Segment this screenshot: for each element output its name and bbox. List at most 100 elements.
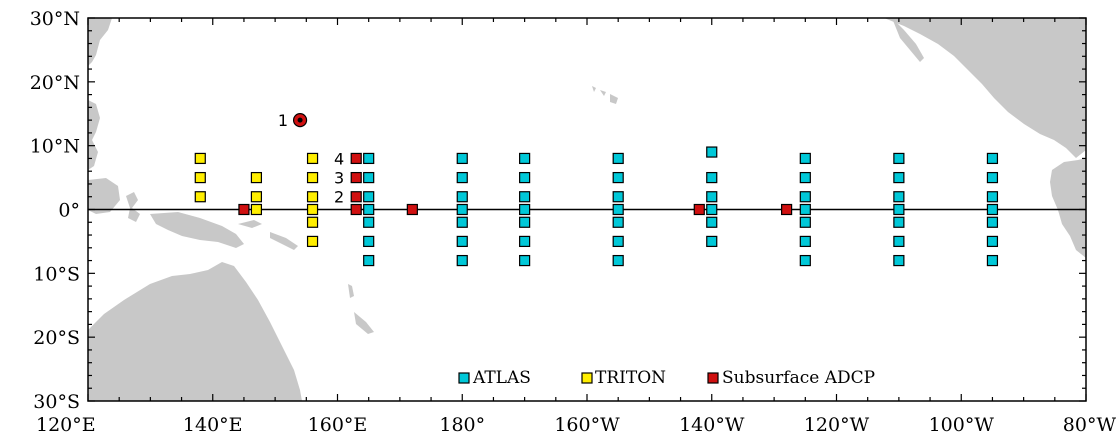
atlas-marker	[519, 171, 531, 184]
latitude-label: 30°N	[30, 8, 80, 30]
site-1-marker-center	[297, 117, 303, 123]
site-number-2: 2	[334, 188, 344, 207]
atlas-marker	[519, 191, 531, 203]
atlas-marker	[893, 235, 905, 248]
subsurface-adcp-marker	[350, 203, 362, 216]
latitude-labels: 30°N 20°N 10°N 0° 10°S 20°S 30°S	[30, 8, 80, 413]
atlas-marker	[986, 254, 999, 267]
longitude-label: 160°E	[308, 414, 368, 436]
latitude-label: 0°	[58, 200, 80, 222]
atlas-marker	[612, 235, 624, 248]
longitude-label: 160°W	[554, 414, 620, 436]
atlas-marker	[706, 235, 718, 248]
atlas-marker	[799, 235, 811, 248]
triton-marker	[306, 235, 319, 248]
triton-marker	[194, 191, 206, 203]
longitude-label: 140°E	[183, 414, 243, 436]
australia-shape	[88, 262, 302, 401]
atlas-marker	[986, 203, 999, 216]
site-number-3: 3	[334, 169, 344, 188]
atlas-marker	[456, 191, 468, 203]
subsurface-adcp-marker	[406, 203, 418, 216]
hawaii-shape	[592, 86, 618, 104]
latitude-label: 10°N	[30, 136, 80, 158]
latitude-label: 30°S	[33, 391, 80, 413]
triton-marker	[250, 171, 263, 184]
atlas-marker	[612, 152, 624, 165]
longitude-label: 120°E	[36, 414, 96, 436]
atlas-marker	[893, 152, 905, 165]
atlas-marker	[893, 171, 905, 184]
longitude-label: 180°	[439, 414, 485, 436]
land-masses	[88, 18, 1086, 401]
atlas-marker	[456, 203, 468, 216]
longitude-label: 100°W	[929, 414, 995, 436]
new-caledonia-shape	[354, 312, 374, 334]
atlas-marker	[363, 216, 375, 228]
mooring-markers	[194, 113, 999, 267]
longitude-label: 140°W	[679, 414, 745, 436]
borneo-shape	[88, 178, 120, 214]
atlas-marker	[612, 171, 624, 184]
new-guinea-shape	[150, 212, 244, 248]
legend-atlas-swatch	[458, 372, 470, 384]
atlas-marker	[986, 191, 999, 203]
atlas-marker	[456, 171, 468, 184]
atlas-marker	[519, 216, 531, 228]
longitude-label: 80°W	[1063, 414, 1117, 436]
atlas-marker	[456, 216, 468, 228]
atlas-marker	[706, 171, 718, 184]
atlas-marker	[612, 203, 624, 216]
atlas-marker	[363, 171, 375, 184]
legend-triton-swatch	[581, 372, 593, 384]
triton-marker	[306, 216, 319, 228]
atlas-marker	[456, 254, 468, 267]
triton-marker	[306, 171, 319, 184]
atlas-marker	[799, 203, 811, 216]
triton-marker	[250, 191, 263, 203]
atlas-marker	[363, 191, 375, 203]
atlas-marker	[893, 191, 905, 203]
atlas-marker	[612, 191, 624, 203]
new-britain-shape	[238, 220, 262, 228]
atlas-marker	[519, 152, 531, 165]
subsurface-adcp-marker	[693, 203, 705, 216]
atlas-marker	[363, 203, 375, 216]
atlas-marker	[612, 216, 624, 228]
triton-marker	[306, 152, 319, 165]
legend: ATLAS TRITON Subsurface ADCP	[458, 368, 875, 388]
atlas-marker	[893, 254, 905, 267]
atlas-marker	[363, 152, 375, 165]
north-america-shape	[884, 18, 1086, 158]
triton-marker	[194, 171, 206, 184]
atlas-marker	[363, 235, 375, 248]
atlas-marker	[893, 216, 905, 228]
subsurface-adcp-marker	[350, 152, 362, 165]
atlas-marker	[799, 171, 811, 184]
triton-marker	[194, 152, 206, 165]
legend-adcp-swatch	[707, 372, 719, 384]
atlas-marker	[706, 216, 718, 228]
atlas-marker	[706, 146, 718, 158]
atlas-marker	[893, 203, 905, 216]
longitude-labels: 120°E 140°E 160°E 180° 160°W 140°W 120°W 100°W 8…	[36, 414, 1116, 436]
subsurface-adcp-marker	[350, 171, 362, 184]
vanuatu-shape	[348, 284, 354, 298]
atlas-marker	[519, 235, 531, 248]
south-america-shape	[1050, 158, 1086, 258]
longitude-label: 120°W	[804, 414, 870, 436]
atlas-marker	[706, 191, 718, 203]
solomon-islands-shape	[270, 232, 298, 250]
atlas-marker	[456, 152, 468, 165]
atlas-marker	[612, 254, 624, 267]
atlas-marker	[986, 152, 999, 165]
atlas-marker	[799, 216, 811, 228]
atlas-marker	[799, 191, 811, 203]
triton-marker	[306, 191, 319, 203]
atlas-marker	[456, 235, 468, 248]
atlas-marker	[986, 171, 999, 184]
asia-coast-shape	[88, 18, 112, 66]
latitude-label: 20°S	[33, 327, 80, 349]
latitude-label: 10°S	[33, 263, 80, 285]
